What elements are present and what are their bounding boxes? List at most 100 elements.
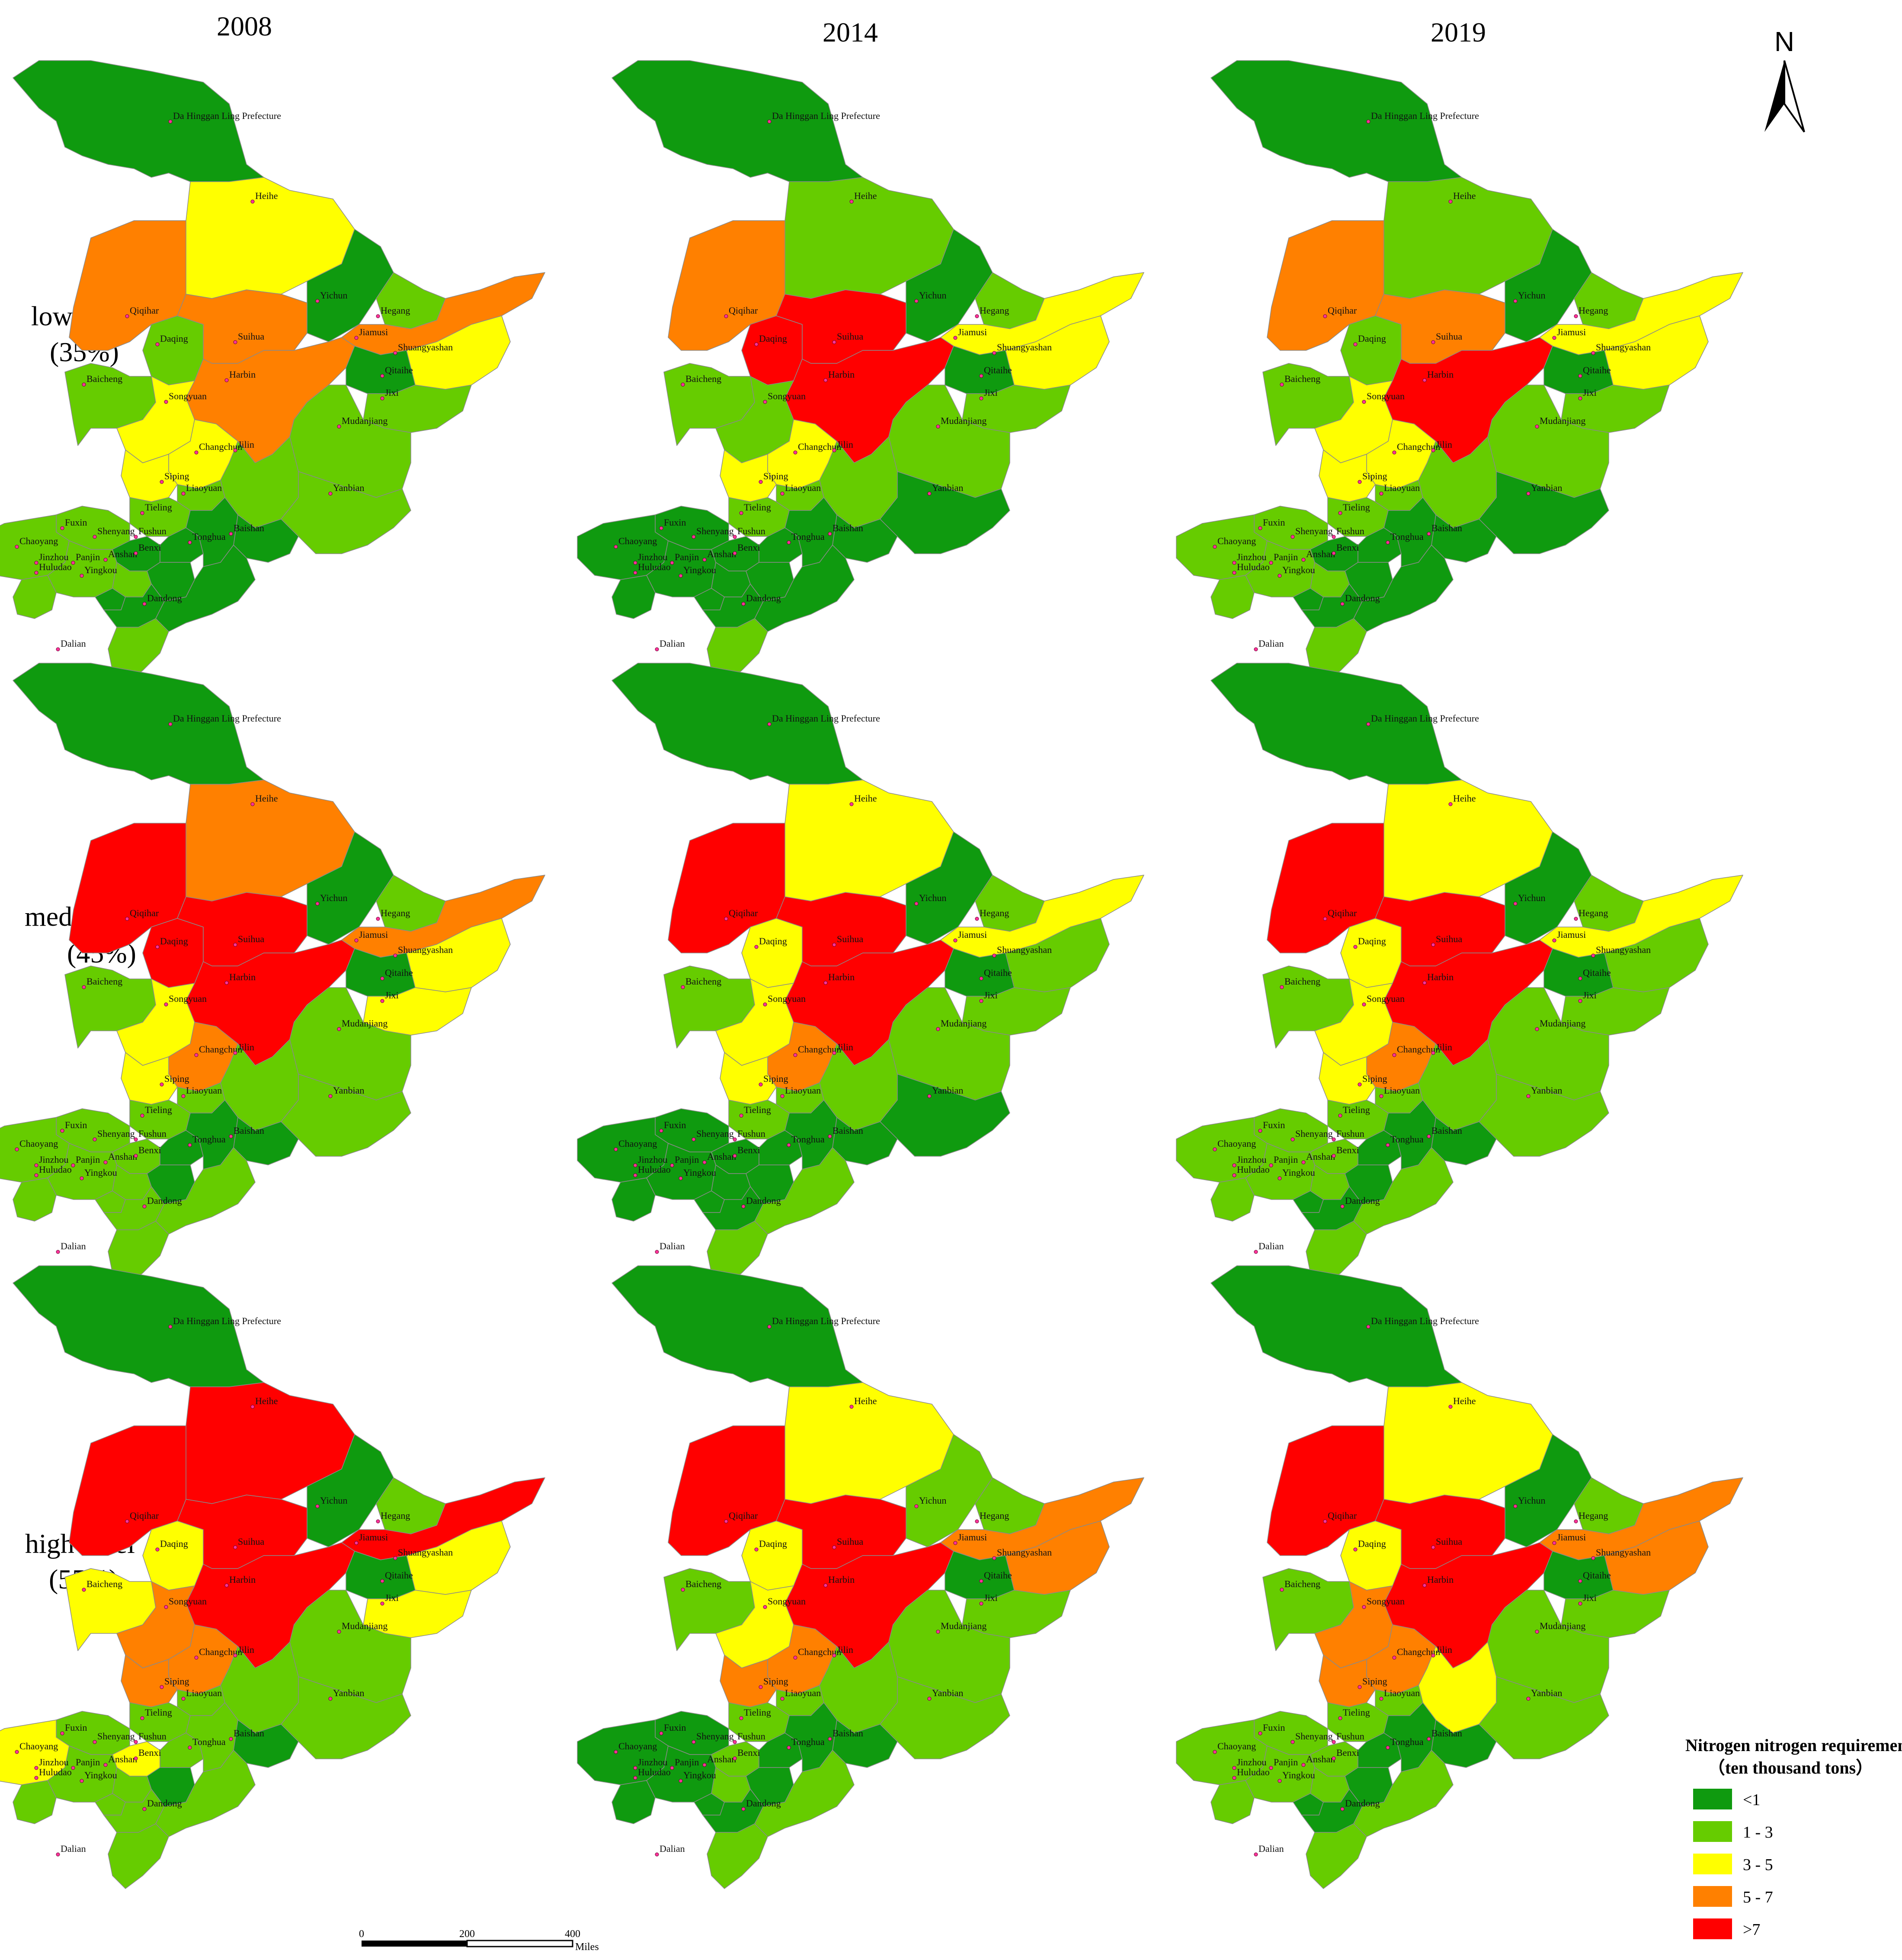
city-label: Heihe: [255, 793, 278, 804]
city-marker: [34, 1776, 38, 1780]
region-huludao: [13, 1177, 57, 1222]
city-label: Daqing: [160, 333, 188, 344]
city-label: Chaoyang: [19, 536, 58, 546]
city-label: Songyuan: [1367, 391, 1405, 401]
city-marker: [134, 551, 138, 555]
city-marker: [1254, 647, 1258, 651]
city-label: Qitaihe: [385, 967, 413, 978]
city-label: Baishan: [833, 1125, 863, 1136]
scale-tick-400: 400: [565, 1928, 580, 1940]
city-label: Fuxin: [664, 1722, 686, 1733]
city-label: Yichun: [919, 892, 947, 903]
city-label: Jixi: [1583, 387, 1597, 398]
city-marker: [633, 1173, 637, 1177]
city-label: Qiqihar: [130, 1510, 159, 1521]
city-marker: [229, 1737, 233, 1741]
city-marker: [1362, 1002, 1366, 1007]
city-marker: [1448, 802, 1453, 806]
city-marker: [633, 1163, 637, 1168]
city-marker: [34, 561, 38, 565]
city-marker: [953, 1541, 957, 1545]
city-marker: [328, 491, 333, 496]
city-marker: [142, 1204, 147, 1209]
city-label: Shenyang: [1295, 526, 1333, 536]
city-label: Benxi: [1336, 1145, 1359, 1155]
city-marker: [80, 574, 84, 578]
city-label: Songyuan: [1367, 1596, 1405, 1607]
city-label: Hegang: [1579, 1510, 1608, 1521]
city-label: Siping: [1362, 1073, 1387, 1084]
city-label: Suihua: [238, 331, 264, 342]
city-marker: [787, 540, 791, 545]
city-label: Benxi: [138, 542, 161, 553]
city-marker: [739, 1716, 743, 1720]
city-label: Huludao: [1237, 1767, 1270, 1777]
city-marker: [1290, 535, 1295, 539]
city-marker: [759, 480, 763, 484]
city-marker: [1323, 917, 1327, 921]
city-label: Dandong: [147, 1195, 182, 1206]
city-label: Panjin: [675, 1154, 699, 1165]
region-siping: [121, 1052, 178, 1105]
city-label: Heihe: [854, 190, 877, 201]
city-label: Baicheng: [1284, 976, 1320, 987]
city-marker: [376, 314, 380, 318]
city-label: Panjin: [1274, 552, 1298, 562]
legend-label: <1: [1743, 1791, 1760, 1809]
city-label: Tonghua: [791, 531, 825, 542]
city-marker: [60, 1129, 64, 1133]
city-marker: [1278, 574, 1282, 578]
city-label: Dalian: [61, 1241, 86, 1251]
city-marker: [793, 450, 797, 455]
city-label: Shenyang: [97, 1128, 135, 1139]
city-label: Jixi: [385, 1592, 399, 1603]
city-marker: [155, 342, 160, 346]
city-label: Da Hinggan Ling Prefecture: [173, 1315, 281, 1326]
city-label: Suihua: [837, 331, 863, 342]
city-label: Jixi: [984, 990, 998, 1001]
city-label: Songyuan: [169, 1596, 207, 1607]
city-marker: [1422, 981, 1427, 985]
city-marker: [80, 1779, 84, 1783]
city-label: Shuangyashan: [398, 1547, 453, 1558]
city-marker: [1213, 1750, 1217, 1754]
map-panel-low-2019: Da Hinggan Ling Prefecture Heihe Yichun Heg…: [1176, 60, 1743, 684]
map-panel-medium-2008: Da Hinggan Ling Prefecture Heihe Yichun Heg…: [0, 663, 545, 1286]
city-marker: [1232, 1766, 1236, 1770]
city-label: Shenyang: [696, 1128, 734, 1139]
region-daqing: [741, 315, 803, 385]
city-marker: [655, 647, 659, 651]
city-label: Panjin: [76, 552, 100, 562]
city-label: Jinzhou: [39, 1757, 68, 1768]
city-label: Anshan: [108, 1151, 137, 1162]
north-arrow-icon-right: [1784, 60, 1805, 133]
city-marker: [979, 999, 983, 1003]
city-marker: [1379, 491, 1383, 496]
city-label: Huludao: [1237, 1164, 1270, 1175]
city-label: Yanbian: [932, 482, 963, 493]
city-label: Qitaihe: [1583, 1570, 1611, 1581]
city-label: Heihe: [854, 793, 877, 804]
city-marker: [793, 1053, 797, 1057]
city-marker: [679, 1779, 683, 1783]
city-marker: [1358, 1082, 1362, 1087]
city-label: Suihua: [1436, 933, 1462, 944]
city-label: Benxi: [737, 1747, 760, 1758]
city-marker: [1332, 551, 1336, 555]
city-label: Suihua: [238, 933, 264, 944]
region-qiqihar: [69, 220, 186, 351]
city-marker: [1535, 424, 1539, 429]
north-arrow-label: N: [1774, 26, 1794, 57]
city-marker: [1213, 545, 1217, 549]
city-label: Jinzhou: [39, 552, 68, 562]
city-marker: [1422, 378, 1427, 382]
city-label: Panjin: [1274, 1154, 1298, 1165]
region-dalian: [707, 618, 768, 684]
city-marker: [692, 1740, 696, 1744]
city-label: Tieling: [1343, 1707, 1370, 1718]
city-marker: [1280, 382, 1284, 387]
city-label: Songyuan: [768, 993, 806, 1004]
legend-swatch: [1693, 1854, 1732, 1874]
city-marker: [832, 943, 836, 947]
